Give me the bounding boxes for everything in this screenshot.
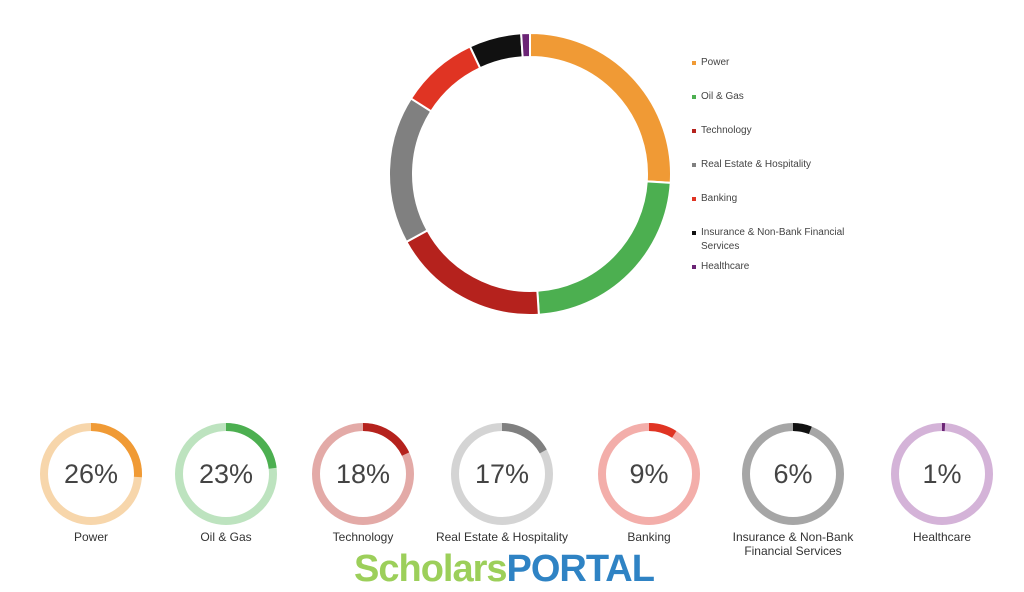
kpi-ring-arc [175, 423, 277, 525]
kpi-value: 26% [64, 459, 118, 489]
kpi-value: 18% [336, 459, 390, 489]
sector-donut-chart [388, 31, 672, 316]
kpi-value: 17% [475, 459, 529, 489]
donut-slice-healthcare [520, 31, 531, 59]
legend-swatch [692, 197, 696, 201]
donut-slice-oil-gas [536, 180, 672, 316]
donut-slice-insurance-non-bank-financial-services [468, 32, 524, 70]
legend-item: Oil & Gas [692, 90, 871, 104]
kpi-ring-chart: 1% [891, 423, 993, 525]
kpi-ring-chart: 17% [451, 423, 553, 525]
donut-slice-technology [405, 229, 540, 316]
legend-label: Oil & Gas [701, 91, 744, 102]
legend-item: Power [692, 56, 871, 70]
kpi-label: Oil & Gas [200, 530, 252, 544]
legend-label: Technology [701, 125, 752, 136]
legend-swatch [692, 163, 696, 167]
legend-label: Insurance & Non-Bank Financial Services [701, 227, 845, 252]
kpi-value: 6% [773, 459, 812, 489]
kpi-ring: 1% Healthcare [872, 420, 1012, 544]
kpi-ring-chart: 6% [742, 423, 844, 525]
legend-swatch [692, 129, 696, 133]
legend-item: Healthcare [692, 260, 871, 274]
donut-slice-power [529, 31, 672, 184]
legend-label: Healthcare [701, 261, 750, 272]
kpi-label: Real Estate & Hospitality [435, 530, 569, 544]
kpi-ring: 18% Technology [293, 420, 433, 544]
kpi-ring: 23% Oil & Gas [156, 420, 296, 544]
kpi-ring: 26% Power [21, 420, 161, 544]
kpi-ring-arc [40, 423, 142, 525]
kpi-value: 23% [199, 459, 253, 489]
legend-label: Real Estate & Hospitality [701, 159, 812, 170]
watermark-part-1: Scholars [354, 548, 508, 590]
kpi-ring: 9% Banking [579, 420, 719, 544]
kpi-label: Power [73, 530, 108, 544]
kpi-label: Healthcare [912, 530, 972, 544]
kpi-ring-arc [598, 423, 700, 525]
kpi-ring-arc [891, 423, 993, 525]
legend-swatch [692, 95, 696, 99]
donut-slice-real-estate-hospitality [388, 97, 433, 244]
legend-item: Technology [692, 124, 871, 138]
legend-swatch [692, 265, 696, 269]
legend-item: Real Estate & Hospitality [692, 158, 871, 172]
legend-label: Banking [701, 193, 738, 204]
kpi-ring: 17% Real Estate & Hospitality [432, 420, 572, 544]
kpi-label: Technology [332, 530, 394, 544]
kpi-ring-chart: 18% [312, 423, 414, 525]
legend-label: Power [701, 57, 730, 68]
scholars-portal-watermark: ScholarsPORTAL [354, 546, 655, 592]
kpi-ring-arc [451, 423, 553, 525]
legend-item: Insurance & Non-Bank Financial Services [692, 226, 871, 254]
kpi-label: Banking [627, 530, 671, 544]
kpi-ring-arc [312, 423, 414, 525]
legend-swatch [692, 61, 696, 65]
watermark-part-2: PORTAL [506, 548, 655, 590]
kpi-ring-chart: 26% [40, 423, 142, 525]
legend-swatch [692, 231, 696, 235]
legend-item: Banking [692, 192, 871, 206]
kpi-ring: 6% Insurance & Non-Bank Financial Service… [723, 420, 863, 558]
kpi-ring-chart: 23% [175, 423, 277, 525]
kpi-label: Insurance & Non-Bank Financial Services [732, 530, 854, 558]
kpi-ring-arc [742, 423, 844, 525]
kpi-ring-chart: 9% [598, 423, 700, 525]
kpi-value: 1% [922, 459, 961, 489]
kpi-value: 9% [629, 459, 668, 489]
donut-slice-banking [409, 45, 482, 113]
